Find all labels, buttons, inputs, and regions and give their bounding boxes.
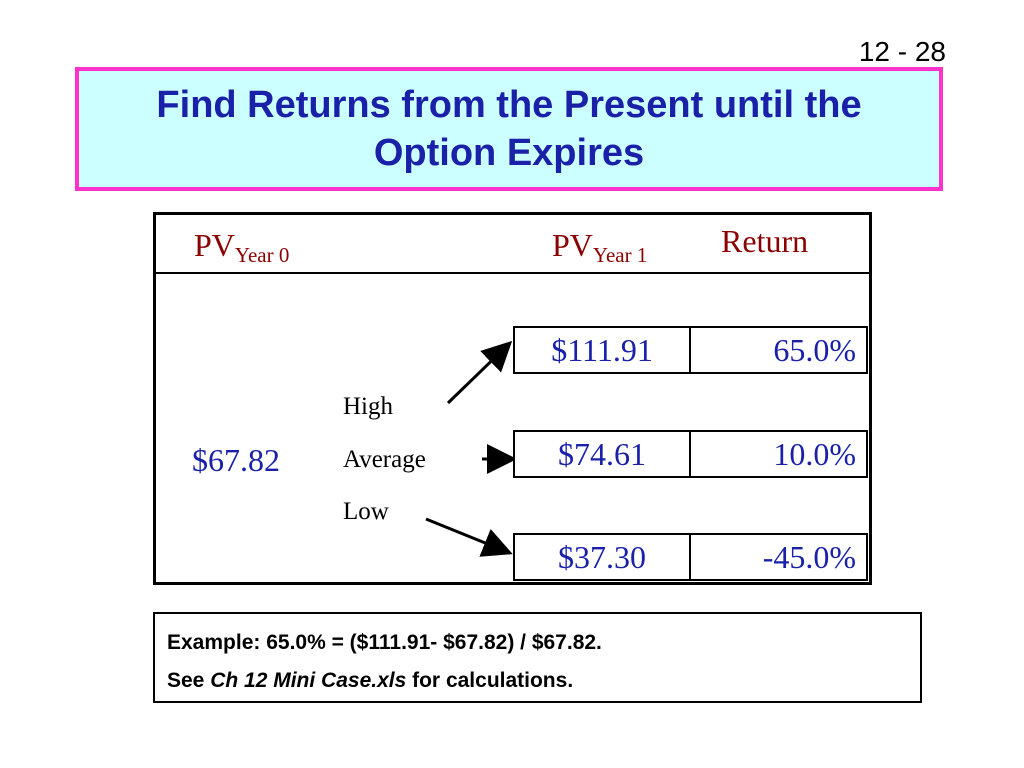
row-high-pv: $111.91 xyxy=(515,328,691,372)
arrow-low xyxy=(425,517,513,557)
title-line-1: Find Returns from the Present until the xyxy=(156,84,862,126)
header-pv-year1: PVYear 1 xyxy=(552,227,648,267)
note-see-line: See Ch 12 Mini Case.xls for calculations… xyxy=(167,669,574,692)
scenario-arrows xyxy=(425,340,517,557)
scenario-high-label: High xyxy=(343,393,393,420)
header-return: Return xyxy=(721,223,809,259)
row-average: $74.61 10.0% xyxy=(513,430,868,478)
header-pv-year0: PVYear 0 xyxy=(194,227,290,267)
scenario-low-label: Low xyxy=(343,498,389,525)
row-high-return: 65.0% xyxy=(773,331,856,368)
row-low-return: -45.0% xyxy=(762,538,856,575)
row-high: $111.91 65.0% xyxy=(513,326,868,374)
title-line-2: Option Expires xyxy=(373,132,645,174)
row-low: $37.30 -45.0% xyxy=(513,533,868,581)
example-note: Example: 65.0% = ($111.91- $67.82) / $67… xyxy=(153,612,922,703)
start-pv-value: $67.82 xyxy=(192,442,280,478)
row-average-pv: $74.61 xyxy=(515,432,691,476)
title-box: Find Returns from the Present until the … xyxy=(75,67,943,191)
row-average-return: 10.0% xyxy=(773,435,856,472)
note-example-line: Example: 65.0% = ($111.91- $67.82) / $67… xyxy=(167,631,602,654)
scenario-average-label: Average xyxy=(343,446,426,473)
note-file-name: Ch 12 Mini Case.xls xyxy=(210,669,407,692)
row-low-pv: $37.30 xyxy=(515,535,691,579)
header-divider xyxy=(156,272,869,274)
returns-tree-table: PVYear 0 PVYear 1 Return $67.82 High Ave… xyxy=(153,212,872,585)
slide-number: 12 - 28 xyxy=(858,36,946,67)
arrow-high xyxy=(446,340,513,405)
